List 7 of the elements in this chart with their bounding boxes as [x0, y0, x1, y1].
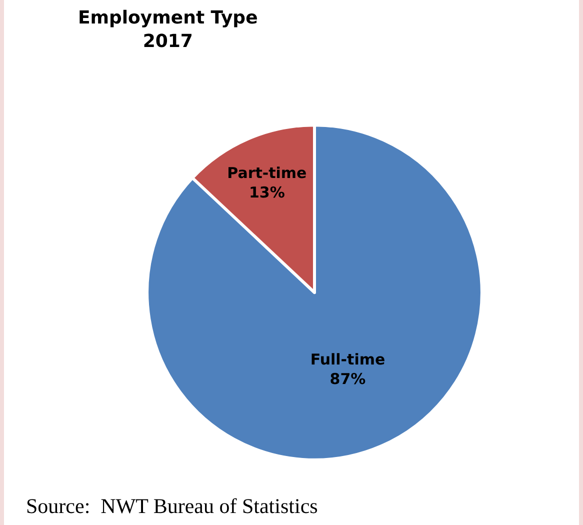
data-label: 13%	[248, 183, 285, 202]
source-note: Source: NWT Bureau of Statistics	[26, 494, 318, 518]
slice-label: Part-time	[227, 164, 307, 182]
pie-slice	[146, 124, 484, 462]
chart-title: Employment Type 2017	[78, 8, 258, 52]
slice-label: Full-time	[310, 350, 386, 369]
data-label: 87%	[330, 370, 366, 388]
